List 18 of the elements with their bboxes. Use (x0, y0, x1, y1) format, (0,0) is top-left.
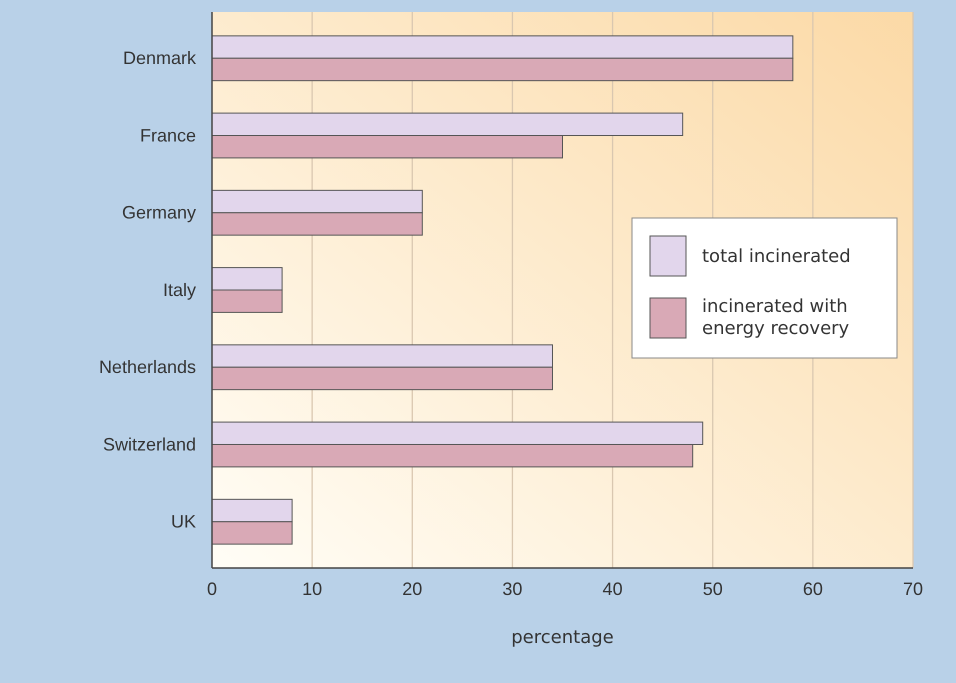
legend-label: incinerated with energy recovery (702, 296, 850, 339)
y-tick-label: Denmark (122, 48, 197, 68)
x-tick-label: 20 (402, 578, 422, 599)
y-tick-label: France (140, 125, 196, 146)
x-tick-label: 10 (302, 578, 322, 599)
x-tick-label: 30 (502, 578, 522, 599)
y-tick-label: Netherlands (98, 357, 196, 378)
y-tick-label: Switzerland (102, 434, 196, 454)
x-tick-label: 60 (802, 578, 823, 599)
x-tick-label: 70 (902, 578, 924, 599)
x-tick-label: 40 (602, 578, 623, 599)
x-axis-title: percentage (511, 627, 614, 648)
y-tick-label: Germany (122, 202, 196, 223)
y-tick-label: Italy (162, 280, 196, 300)
x-tick-label: 50 (702, 578, 723, 599)
y-tick-label: UK (170, 511, 196, 532)
legend-label: total incinerated (702, 246, 851, 267)
x-tick-label: 0 (206, 578, 218, 599)
